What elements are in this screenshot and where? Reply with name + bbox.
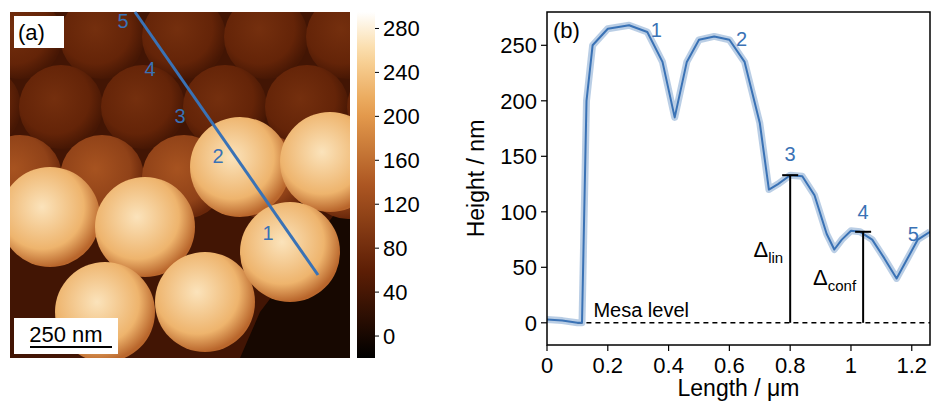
peak-label: 3: [785, 143, 796, 165]
profile-line: [547, 25, 930, 323]
x-tick: [729, 345, 730, 351]
x-tick: [790, 345, 791, 351]
x-tick-label: 0.2: [592, 353, 623, 378]
x-tick: [546, 345, 547, 351]
x-tick: [850, 345, 851, 351]
x-tick-label: 0: [541, 353, 553, 378]
scale-bar: [30, 346, 112, 348]
colorbar-tick-label: 120: [383, 192, 420, 217]
sphere: [10, 167, 100, 267]
mesa-label: Mesa level: [593, 299, 689, 321]
figure: 12345(a)250 nm0408012016020024028000.20.…: [0, 0, 939, 406]
colorbar-tick-label: 80: [383, 236, 407, 261]
panel-label: (a): [18, 20, 45, 45]
delta-cap: [855, 231, 871, 233]
y-tick: [541, 45, 547, 46]
colorbar-tick: [375, 336, 379, 337]
x-axis-title: Length / μm: [678, 375, 800, 401]
peak-label: 1: [651, 19, 662, 41]
sphere: [240, 202, 340, 302]
profile-label: 1: [262, 222, 273, 244]
peak-label: 5: [908, 223, 919, 245]
y-tick: [541, 100, 547, 101]
x-tick: [668, 345, 669, 351]
afm-image: [10, 12, 350, 358]
delta-symbol: Δ: [753, 237, 768, 262]
colorbar-tick: [375, 292, 379, 293]
delta-label: Δlin: [753, 237, 783, 266]
colorbar-tick: [375, 72, 379, 73]
x-tick-label: 1.2: [896, 353, 927, 378]
colorbar-tick: [375, 116, 379, 117]
y-tick: [541, 211, 547, 212]
colorbar-tick: [375, 204, 379, 205]
x-tick-label: 1: [845, 353, 857, 378]
panel-label: (b): [553, 18, 580, 43]
delta-subscript: conf: [828, 277, 857, 294]
plot-area: [547, 25, 930, 323]
peak-label: 2: [736, 28, 747, 50]
delta-symbol: Δ: [813, 265, 828, 290]
colorbar: [357, 12, 375, 358]
profile-label: 4: [144, 58, 155, 80]
y-tick: [541, 267, 547, 268]
delta-cap: [782, 174, 798, 176]
profile-line: [135, 12, 318, 275]
colorbar-tick-label: 280: [383, 16, 420, 41]
profile-label: 2: [212, 145, 223, 167]
x-tick: [911, 345, 912, 351]
y-tick-label: 150: [500, 144, 537, 169]
colorbar-tick-label: 0: [383, 324, 395, 349]
y-axis-title: Height / nm: [463, 120, 489, 238]
colorbar-tick-label: 160: [383, 148, 420, 173]
y-tick: [541, 156, 547, 157]
scale-bar-label: 250 nm: [29, 322, 102, 347]
y-tick-label: 200: [500, 89, 537, 114]
colorbar-tick: [375, 28, 379, 29]
mesa-line: [577, 322, 930, 324]
delta-bar: [789, 175, 791, 323]
y-tick-label: 100: [500, 200, 537, 225]
x-tick: [607, 345, 608, 351]
delta-label: Δconf: [813, 265, 857, 294]
sphere: [155, 252, 255, 352]
delta-subscript: lin: [768, 249, 783, 266]
colorbar-tick-label: 40: [383, 280, 407, 305]
sphere: [101, 65, 185, 149]
peak-label: 4: [858, 201, 869, 223]
delta-bar: [862, 232, 864, 323]
profile-band: [547, 25, 930, 323]
sphere: [190, 117, 290, 217]
profile-label: 5: [117, 10, 128, 32]
y-tick-label: 250: [500, 33, 537, 58]
y-tick-label: 50: [513, 255, 537, 280]
colorbar-tick: [375, 248, 379, 249]
profile-label: 3: [174, 105, 185, 127]
label-box: [14, 16, 64, 48]
colorbar-tick-label: 200: [383, 104, 420, 129]
scale-box: [14, 318, 118, 354]
colorbar-tick: [375, 160, 379, 161]
sphere: [19, 65, 103, 149]
colorbar-tick-label: 240: [383, 60, 420, 85]
y-tick-label: 0: [525, 311, 537, 336]
y-tick: [541, 322, 547, 323]
sphere: [280, 112, 350, 212]
plot-frame: [547, 12, 930, 345]
